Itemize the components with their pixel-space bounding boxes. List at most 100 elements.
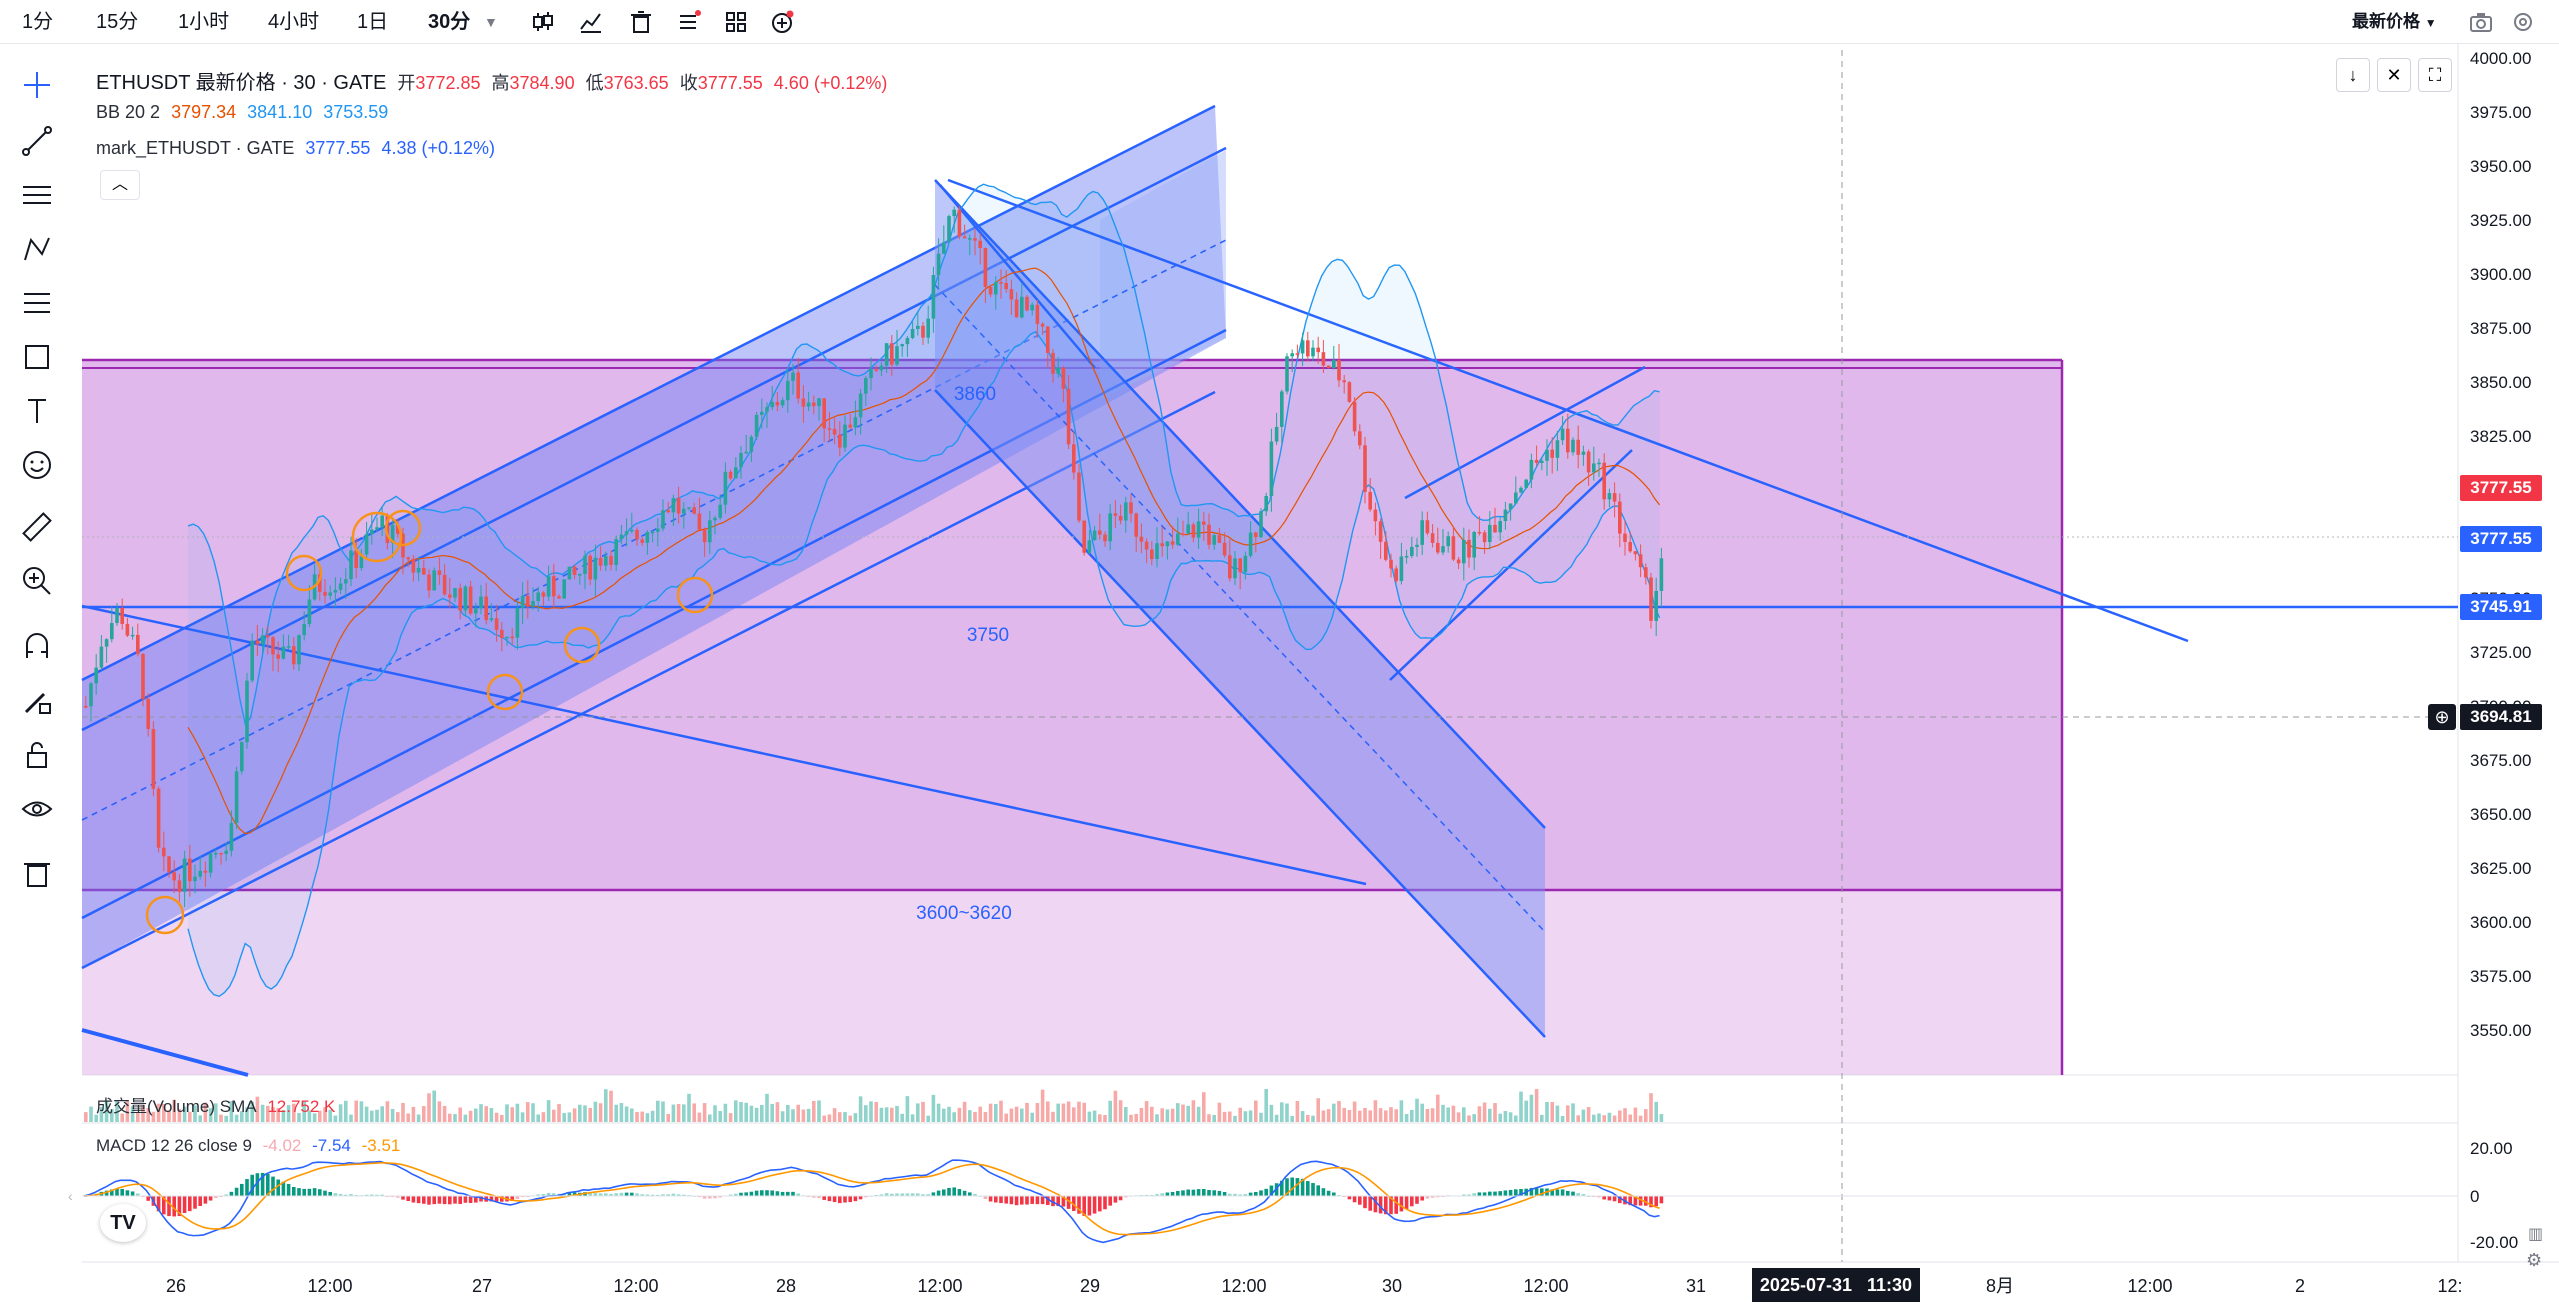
- symbol-legend[interactable]: ETHUSDT 最新价格 · 30 · GATE 开3772.85 高3784.…: [96, 66, 893, 95]
- candlestick-series[interactable]: [84, 205, 1664, 907]
- symbol-title[interactable]: ETHUSDT 最新价格 · 30 · GATE: [96, 72, 387, 94]
- horizontal-lines-icon[interactable]: [20, 178, 54, 212]
- candle-body: [1103, 534, 1107, 542]
- scroll-down-button[interactable]: ↓: [2336, 58, 2370, 92]
- axis-settings-icon[interactable]: ⚙: [2526, 1250, 2543, 1270]
- volume-bar: [822, 1115, 826, 1122]
- timeframe-4h[interactable]: 4小时: [268, 11, 320, 33]
- candle-body: [739, 452, 743, 468]
- trash-icon[interactable]: [628, 9, 654, 35]
- add-alert-icon[interactable]: [770, 9, 796, 35]
- time-tick-label: 27: [472, 1276, 492, 1296]
- label-3860[interactable]: 3860: [954, 384, 996, 405]
- falling-channel-lower[interactable]: [934, 389, 1546, 1038]
- macd-hist-bar: [1233, 1193, 1237, 1196]
- macd-hist-bar: [962, 1190, 967, 1196]
- macd-hist-bar: [1566, 1190, 1570, 1196]
- tradingview-logo[interactable]: TV: [100, 1204, 146, 1242]
- falling-channel-upper[interactable]: [934, 179, 1546, 829]
- falling-short-line[interactable]: [939, 184, 1096, 369]
- rising-channel-upper[interactable]: [81, 104, 1216, 682]
- volume-bar: [162, 1104, 166, 1122]
- trash-drawings-icon[interactable]: [20, 856, 54, 890]
- camera-icon[interactable]: [2468, 9, 2494, 35]
- collapse-button[interactable]: ✕: [2377, 58, 2411, 92]
- candle-body: [1098, 530, 1102, 535]
- collapse-pane-icon[interactable]: ‹: [68, 1188, 73, 1204]
- descending-trendline[interactable]: [947, 178, 2189, 643]
- ruler-icon[interactable]: [20, 510, 54, 544]
- volume-label: 成交量(Volume) SMA: [96, 1097, 257, 1116]
- lower-zone[interactable]: [82, 890, 2062, 1075]
- volume-bar: [1545, 1102, 1549, 1122]
- volume-bar: [1259, 1112, 1263, 1122]
- settings-gear-icon[interactable]: [2510, 9, 2536, 35]
- bb-legend[interactable]: BB 20 2 3797.34 3841.10 3753.59: [96, 102, 394, 123]
- timeframe-1d[interactable]: 1日: [357, 11, 389, 33]
- macd-hist-bar: [1493, 1191, 1497, 1196]
- macd-hist-bar: [1430, 1196, 1435, 1198]
- mark-legend[interactable]: mark_ETHUSDT · GATE 3777.55 4.38 (+0.12%…: [96, 138, 501, 159]
- list-icon[interactable]: [676, 9, 702, 35]
- candle-body: [708, 520, 712, 543]
- magnet-icon[interactable]: [20, 630, 54, 664]
- crosshair-icon[interactable]: [20, 68, 54, 102]
- lower-trendline[interactable]: [81, 604, 1367, 886]
- timeframe-1m[interactable]: 1分: [22, 11, 54, 33]
- candle-body: [229, 822, 234, 851]
- scale-toggle-icon[interactable]: ▥: [2528, 1226, 2544, 1243]
- collapse-legend-button[interactable]: ︿: [100, 170, 140, 200]
- timeframe-dropdown-icon[interactable]: ▼: [484, 14, 498, 30]
- label-zone[interactable]: 3600~3620: [916, 903, 1012, 924]
- pencil-lock-icon[interactable]: [20, 684, 54, 718]
- volume-bar: [754, 1107, 759, 1122]
- wedge-upper[interactable]: [1404, 365, 1646, 500]
- falling-channel-mid[interactable]: [934, 284, 1546, 933]
- macd-hist-bar: [884, 1193, 889, 1196]
- wedge-lower[interactable]: [1389, 449, 1633, 681]
- price-type-select[interactable]: 最新价格 ▼: [2352, 0, 2437, 44]
- line-price-tag[interactable]: 3745.91: [2460, 594, 2542, 620]
- volume-bar: [598, 1103, 603, 1122]
- label-3750[interactable]: 3750: [967, 625, 1009, 646]
- time-tick-label: 28: [776, 1276, 796, 1296]
- macd-hist-bar: [468, 1196, 473, 1204]
- last-price-tag[interactable]: 3777.55: [2460, 475, 2542, 501]
- pattern-icon[interactable]: [20, 232, 54, 266]
- mark-price-tag[interactable]: 3777.55: [2460, 526, 2542, 552]
- macd-legend[interactable]: MACD 12 26 close 9 -4.02 -7.54 -3.51: [96, 1136, 406, 1156]
- timeframe-15m[interactable]: 15分: [96, 11, 139, 33]
- macd-hist-bar: [942, 1189, 946, 1196]
- eye-icon[interactable]: [20, 792, 54, 826]
- volume-bar: [1316, 1098, 1320, 1122]
- layout-grid-icon[interactable]: [723, 9, 749, 35]
- volume-legend[interactable]: 成交量(Volume) SMA 12.752 K: [96, 1092, 341, 1117]
- macd-hist-bar: [177, 1196, 182, 1217]
- fib-icon[interactable]: [20, 286, 54, 320]
- rising-channel-upper-2[interactable]: [81, 146, 1227, 732]
- time-axis[interactable]: 26 12:00 27 12:00 28 12:00 29 12:00 30 12:00 31 8月 1…: [166, 1276, 2463, 1296]
- volume-bar: [838, 1112, 842, 1122]
- volume-bar: [1555, 1105, 1560, 1122]
- zoom-in-icon[interactable]: [20, 564, 54, 598]
- corner-trendline[interactable]: [81, 1028, 249, 1077]
- price-tick-label: 3875.00: [2470, 319, 2531, 338]
- emoji-icon[interactable]: [20, 448, 54, 482]
- cursor-price-tag[interactable]: 3694.81: [2460, 704, 2542, 730]
- timeframe-1h[interactable]: 1小时: [178, 11, 230, 33]
- fullscreen-button[interactable]: ⛶: [2418, 58, 2452, 92]
- trendline-icon[interactable]: [20, 124, 54, 158]
- text-icon[interactable]: [20, 394, 54, 428]
- add-level-button[interactable]: ⊕: [2428, 704, 2456, 730]
- candle-body: [973, 238, 977, 241]
- volume-bar: [910, 1114, 915, 1122]
- timeframe-30m-active[interactable]: 30分: [428, 11, 471, 33]
- macd-hist-bar: [1009, 1196, 1014, 1205]
- rectangle-icon[interactable]: [20, 340, 54, 374]
- macd-hist-bar: [796, 1193, 800, 1196]
- candle-type-icon[interactable]: [530, 9, 556, 35]
- indicators-icon[interactable]: [578, 9, 604, 35]
- volume-bar: [916, 1103, 920, 1122]
- lock-icon[interactable]: [20, 738, 54, 772]
